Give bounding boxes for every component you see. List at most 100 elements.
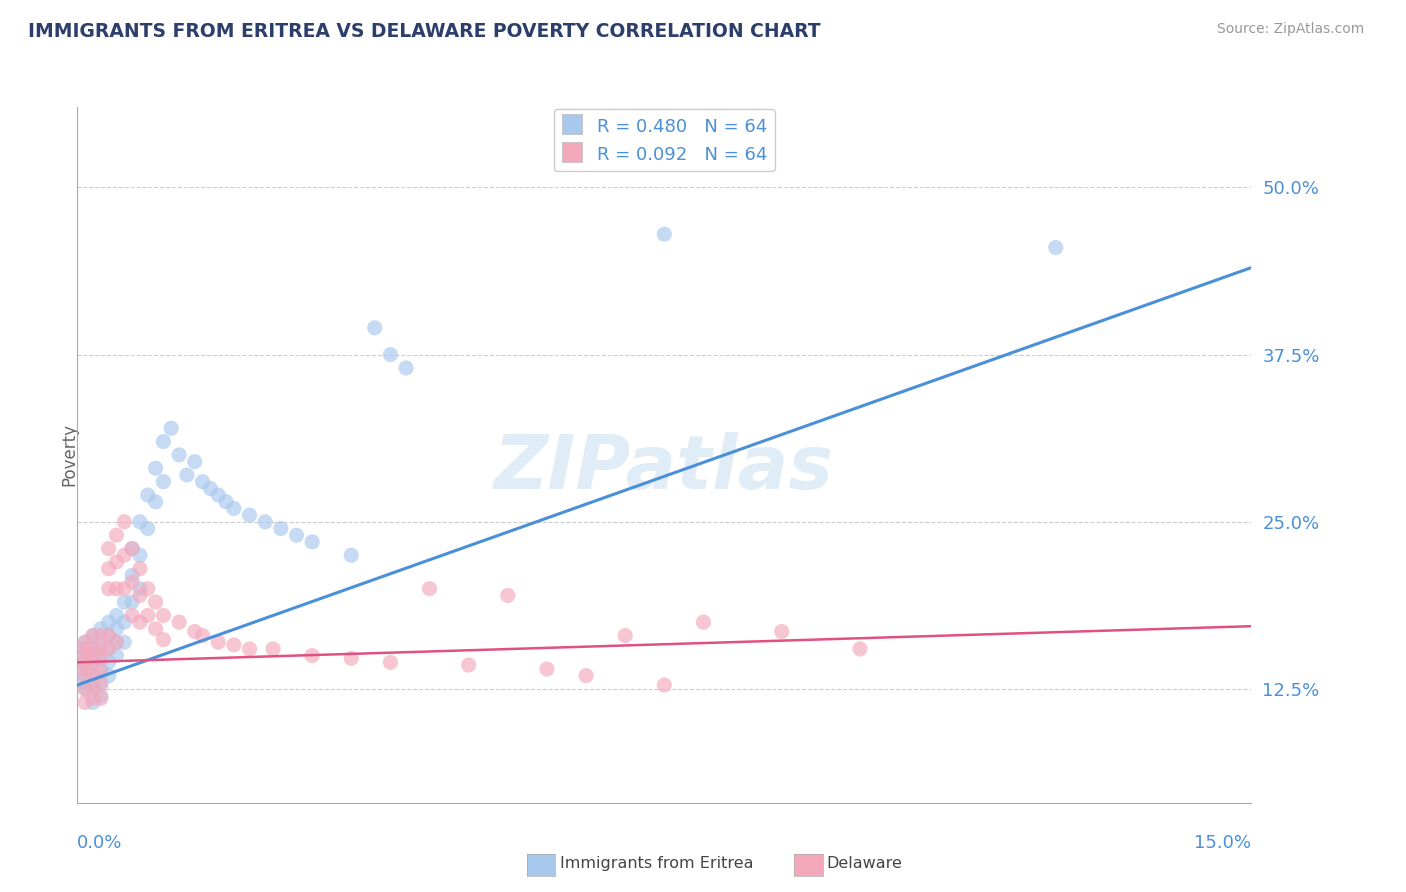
Point xyxy=(75,669,97,683)
Point xyxy=(152,475,174,489)
Point xyxy=(152,434,174,449)
Point xyxy=(90,689,112,703)
Point xyxy=(152,608,174,623)
Point xyxy=(105,622,128,636)
Point xyxy=(75,655,97,669)
Point xyxy=(145,494,167,508)
Point xyxy=(191,628,214,642)
Point xyxy=(152,632,174,647)
Point xyxy=(105,635,128,649)
Point xyxy=(145,595,167,609)
Point xyxy=(129,582,152,596)
Text: ZIPatlas: ZIPatlas xyxy=(495,433,834,506)
Point xyxy=(75,675,97,690)
Point xyxy=(82,665,104,679)
Legend: R = 0.480   N = 64, R = 0.092   N = 64: R = 0.480 N = 64, R = 0.092 N = 64 xyxy=(554,109,775,171)
Point xyxy=(105,608,128,623)
Point xyxy=(75,662,97,676)
Point xyxy=(380,348,402,362)
Point xyxy=(200,482,222,496)
Point xyxy=(75,669,97,683)
Point xyxy=(575,669,598,683)
Text: 0.0%: 0.0% xyxy=(77,834,122,852)
Point xyxy=(82,696,104,710)
Point xyxy=(121,541,143,556)
Point xyxy=(654,227,676,242)
Point xyxy=(90,628,112,642)
Point xyxy=(121,575,143,590)
Point xyxy=(254,515,277,529)
Point xyxy=(75,648,97,663)
Point xyxy=(238,642,260,657)
Text: Source: ZipAtlas.com: Source: ZipAtlas.com xyxy=(1216,22,1364,37)
Point xyxy=(301,648,323,663)
Point xyxy=(97,628,120,642)
Point xyxy=(97,615,120,630)
Point xyxy=(90,642,112,657)
Point xyxy=(285,528,308,542)
Point xyxy=(145,622,167,636)
Point xyxy=(419,582,441,596)
Point xyxy=(90,675,112,690)
Point xyxy=(262,642,284,657)
Point xyxy=(82,628,104,642)
Point xyxy=(82,642,104,657)
Point xyxy=(75,635,97,649)
Text: Delaware: Delaware xyxy=(827,856,903,871)
Point xyxy=(191,475,214,489)
Point xyxy=(129,589,152,603)
Text: Immigrants from Eritrea: Immigrants from Eritrea xyxy=(560,856,754,871)
Point xyxy=(129,515,152,529)
Point xyxy=(496,589,519,603)
Point xyxy=(207,635,229,649)
Point xyxy=(129,562,152,576)
Point xyxy=(112,615,135,630)
Point xyxy=(97,582,120,596)
Point xyxy=(75,662,97,676)
Point xyxy=(75,648,97,663)
Point xyxy=(301,535,323,549)
Point xyxy=(167,448,190,462)
Point xyxy=(849,642,872,657)
Point xyxy=(121,541,143,556)
Point xyxy=(238,508,260,523)
Point xyxy=(90,648,112,663)
Point xyxy=(183,455,207,469)
Point xyxy=(105,635,128,649)
Y-axis label: Poverty: Poverty xyxy=(60,424,77,486)
Point xyxy=(75,635,97,649)
Point xyxy=(207,488,229,502)
Point xyxy=(136,582,159,596)
Point xyxy=(222,501,245,516)
Point xyxy=(340,548,363,563)
Point xyxy=(82,655,104,669)
Point xyxy=(97,655,120,669)
Point xyxy=(82,681,104,696)
Point xyxy=(129,615,152,630)
Point xyxy=(82,628,104,642)
Point xyxy=(129,548,152,563)
Point xyxy=(136,521,159,535)
Point xyxy=(90,635,112,649)
Text: IMMIGRANTS FROM ERITREA VS DELAWARE POVERTY CORRELATION CHART: IMMIGRANTS FROM ERITREA VS DELAWARE POVE… xyxy=(28,22,821,41)
Point xyxy=(82,691,104,706)
Point xyxy=(82,669,104,683)
Point xyxy=(90,665,112,679)
Point xyxy=(176,468,198,483)
Point xyxy=(112,515,135,529)
Point xyxy=(75,681,97,696)
Point xyxy=(90,662,112,676)
Point xyxy=(75,681,97,696)
Text: 15.0%: 15.0% xyxy=(1194,834,1251,852)
Point xyxy=(97,562,120,576)
Point xyxy=(136,488,159,502)
Point xyxy=(183,624,207,639)
Point xyxy=(97,642,120,657)
Point xyxy=(82,678,104,692)
Point xyxy=(136,608,159,623)
Point xyxy=(692,615,714,630)
Point xyxy=(97,628,120,642)
Point xyxy=(121,568,143,582)
Point xyxy=(105,648,128,663)
Point xyxy=(380,655,402,669)
